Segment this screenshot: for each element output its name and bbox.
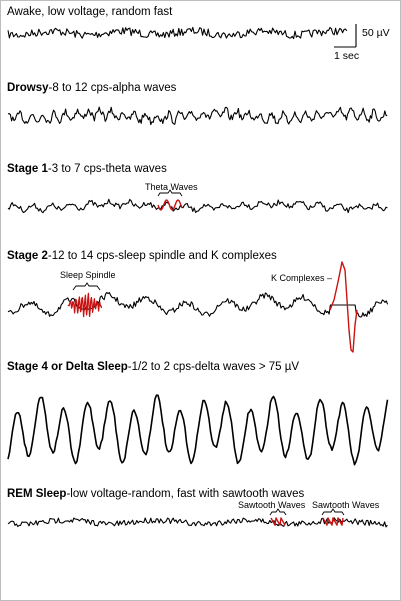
title-drowsy: Drowsy-8 to 12 cps-alpha waves [7, 82, 177, 94]
bracket-sawtooth-1 [269, 508, 287, 516]
trace-stage2-k-complex [329, 261, 358, 353]
bracket-theta-waves [157, 189, 183, 197]
title-rem: REM Sleep-low voltage-random, fast with … [7, 488, 305, 500]
scale-time-label: 1 sec [334, 50, 360, 62]
label-sleep-spindle: Sleep Spindle [60, 270, 116, 280]
label-sawtooth-2: Sawtooth Waves [312, 500, 380, 510]
trace-stage1 [7, 198, 388, 214]
title-stage4: Stage 4 or Delta Sleep-1/2 to 2 cps-delt… [7, 361, 300, 373]
trace-drowsy [7, 106, 388, 126]
trace-awake [7, 26, 348, 40]
title-awake: Awake, low voltage, random fast [7, 6, 173, 18]
trace-stage2-spindle [67, 292, 103, 318]
label-sawtooth-1: Sawtooth Waves [238, 500, 306, 510]
trace-rem-saw1 [270, 517, 286, 526]
title-stage1: Stage 1-3 to 7 cps-theta waves [7, 163, 167, 175]
scale-amplitude-label: 50 µV [362, 27, 390, 39]
label-theta-waves: Theta Waves [145, 182, 198, 192]
label-k-complexes: K Complexes – [271, 273, 333, 283]
trace-stage4 [7, 394, 389, 466]
bracket-sawtooth-2 [321, 508, 345, 516]
trace-rem-saw2 [322, 517, 344, 526]
trace-stage2 [7, 291, 389, 318]
trace-stage1-theta [157, 199, 183, 211]
scale-bar [334, 24, 357, 48]
trace-rem [7, 517, 388, 528]
bracket-sleep-spindle [72, 282, 101, 291]
title-stage2: Stage 2-12 to 14 cps-sleep spindle and K… [7, 250, 277, 262]
